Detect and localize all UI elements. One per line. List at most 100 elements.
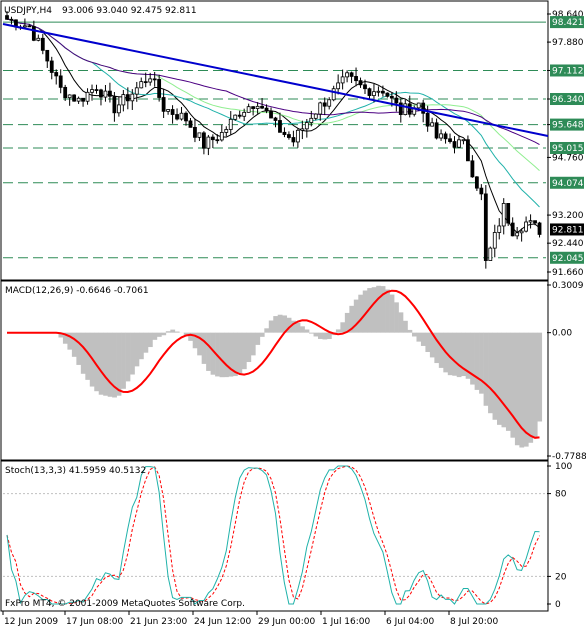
candle-body	[116, 104, 121, 114]
candle-body	[327, 99, 332, 107]
candle-body	[515, 232, 520, 237]
price-tick-label: 92.440	[552, 239, 584, 249]
macd-histogram-bar	[470, 332, 475, 385]
macd-histogram-bar	[152, 332, 158, 340]
candle-body	[380, 90, 385, 94]
main-price-panel[interactable]	[0, 0, 549, 281]
candle-body	[242, 111, 247, 117]
candle-body	[488, 247, 493, 261]
candle-body	[474, 176, 479, 189]
macd-histogram-bar	[326, 332, 332, 339]
macd-histogram-bar	[58, 332, 64, 338]
macd-histogram-bar	[474, 332, 480, 390]
candle-body	[439, 133, 443, 139]
macd-histogram-bar	[479, 332, 484, 394]
macd-histogram-bar	[250, 332, 256, 356]
time-tick-label: 8 Jul 20:00	[450, 617, 499, 627]
candle-body	[403, 103, 408, 115]
candle-body	[466, 139, 470, 162]
macd-histogram-bar	[71, 332, 77, 357]
time-tick-label: 29 Jun 00:00	[258, 617, 315, 627]
horizontal-levels-group	[3, 21, 546, 259]
candle-body	[45, 49, 50, 62]
candle-body	[510, 222, 515, 237]
macd-histogram-bar	[143, 332, 149, 353]
candle-body	[134, 87, 139, 95]
stoch-label: Stoch(13,3,3) 41.5959 40.5132	[5, 466, 146, 476]
candle-body	[139, 81, 144, 89]
candle-body	[282, 131, 287, 135]
macd-axis: 0.3009 0.00 -0.7788	[547, 281, 586, 462]
candle-body	[197, 132, 202, 138]
macd-histogram-bar	[461, 332, 466, 377]
stochastic-panel[interactable]	[0, 460, 549, 612]
ohlc-readout: 93.006 93.040 92.475 92.811	[62, 6, 197, 16]
macd-histogram-bar	[452, 332, 458, 376]
candle-body	[363, 84, 367, 90]
macd-histogram-bar	[528, 332, 534, 443]
candle-body	[434, 122, 439, 139]
candle-body	[237, 114, 242, 117]
candle-body	[246, 106, 251, 113]
macd-histogram-bar	[434, 332, 440, 364]
macd-histogram-bar	[156, 332, 162, 337]
downtrend-line[interactable]	[2, 23, 549, 137]
macd-histogram-bar	[62, 332, 68, 344]
candle-body	[398, 102, 403, 115]
candle-body	[99, 89, 103, 98]
candle-body	[219, 132, 224, 141]
macd-histogram-bar	[385, 289, 390, 333]
macd-histogram-bar	[206, 332, 211, 371]
macd-histogram-bar	[403, 320, 408, 333]
time-axis: 12 Jun 2009 17 Jun 08:00 21 Jun 23:00 24 Ju…	[2, 611, 499, 627]
candle-body	[376, 90, 381, 93]
candle-body	[389, 95, 394, 99]
candle-body	[170, 109, 175, 115]
level-tag	[550, 16, 584, 29]
macd-histogram-bar	[112, 332, 117, 398]
candle-body	[63, 86, 68, 99]
macd-histogram-bar	[98, 332, 104, 395]
macd-histogram-bar	[380, 286, 386, 333]
candle-body	[300, 128, 305, 131]
candle-body	[309, 117, 314, 123]
stoch-tick-label: 20	[555, 572, 567, 582]
macd-histogram-bar	[197, 332, 202, 356]
macd-histogram-bar	[174, 331, 180, 333]
macd-histogram-bar	[398, 312, 404, 333]
macd-histogram-bar	[497, 332, 502, 425]
macd-histogram-bar	[139, 332, 144, 360]
candle-body	[27, 25, 32, 28]
macd-histogram-bar	[268, 320, 274, 333]
price-tick-label: 94.760	[552, 153, 584, 163]
candle-body	[287, 134, 291, 138]
candle-body	[85, 91, 90, 102]
candle-body	[184, 112, 188, 122]
candle-body	[130, 93, 135, 102]
candle-body	[322, 102, 327, 107]
macd-histogram-bar	[259, 332, 265, 337]
candle-body	[533, 220, 537, 224]
moving-average-line	[6, 18, 540, 208]
macd-histogram-bar	[510, 332, 516, 438]
candle-body	[492, 232, 497, 249]
price-tick-label: 97.880	[552, 38, 584, 48]
macd-histogram-bar	[201, 332, 207, 364]
macd-histogram-bar	[241, 332, 247, 370]
stoch-main-line	[6, 465, 540, 605]
candle-body	[112, 95, 117, 114]
candle-body	[443, 133, 448, 140]
price-tick-label: 91.660	[552, 268, 584, 278]
macd-histogram-bar	[170, 329, 176, 333]
candle-body	[188, 120, 193, 128]
level-tag-label: 95.648	[552, 121, 584, 131]
candle-body	[524, 221, 528, 232]
level-tag-label: 97.112	[552, 66, 584, 76]
candle-body	[537, 222, 542, 235]
candle-body	[318, 102, 323, 115]
candle-body	[125, 94, 130, 102]
macd-histogram-bar	[532, 332, 538, 438]
macd-histogram-bar	[371, 287, 377, 333]
macd-histogram-bar	[134, 332, 140, 367]
